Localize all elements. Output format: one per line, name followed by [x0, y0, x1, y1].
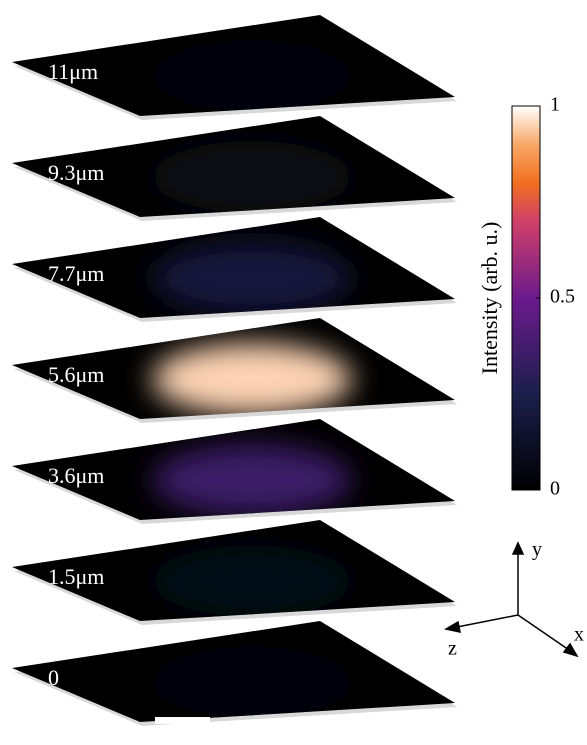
- colorbar-label: Intensity (arb. u.): [477, 222, 502, 375]
- slice-content: [152, 141, 352, 213]
- y-axis-label: y: [532, 539, 542, 561]
- slice-label: 7.7μm: [48, 261, 104, 286]
- slice-content: [152, 545, 352, 617]
- intensity-blob: [152, 343, 352, 415]
- scale-bar: [155, 717, 210, 724]
- colorbar-tick-label: 1: [550, 94, 560, 116]
- intensity-blob: [152, 444, 352, 516]
- intensity-blob: [152, 545, 352, 617]
- x-axis-arrow: [517, 614, 573, 653]
- intensity-blob: [152, 646, 352, 718]
- intensity-blob: [152, 141, 352, 213]
- z-axis-arrow: [451, 614, 519, 629]
- colorbar-tick-label: 0.5: [550, 286, 575, 308]
- colorbar-tick-label: 0: [550, 478, 560, 500]
- slice-label: 0: [48, 665, 59, 690]
- slice-content: [152, 444, 352, 516]
- slice-content: [152, 646, 352, 718]
- slice-label: 1.5μm: [48, 564, 104, 589]
- x-axis-label: x: [574, 624, 584, 646]
- slice-content: [152, 343, 352, 415]
- intensity-blob: [152, 242, 352, 314]
- slice-label: 3.6μm: [48, 463, 104, 488]
- slice-content: [152, 242, 352, 314]
- slice-label: 11μm: [48, 59, 98, 84]
- slice-content: [152, 40, 352, 112]
- slice-label: 9.3μm: [48, 160, 104, 185]
- z-axis-label: z: [448, 638, 457, 660]
- axis-triad: [443, 541, 579, 658]
- slice-label: 5.6μm: [48, 362, 104, 387]
- intensity-blob: [152, 40, 352, 112]
- colorbar: [511, 105, 541, 491]
